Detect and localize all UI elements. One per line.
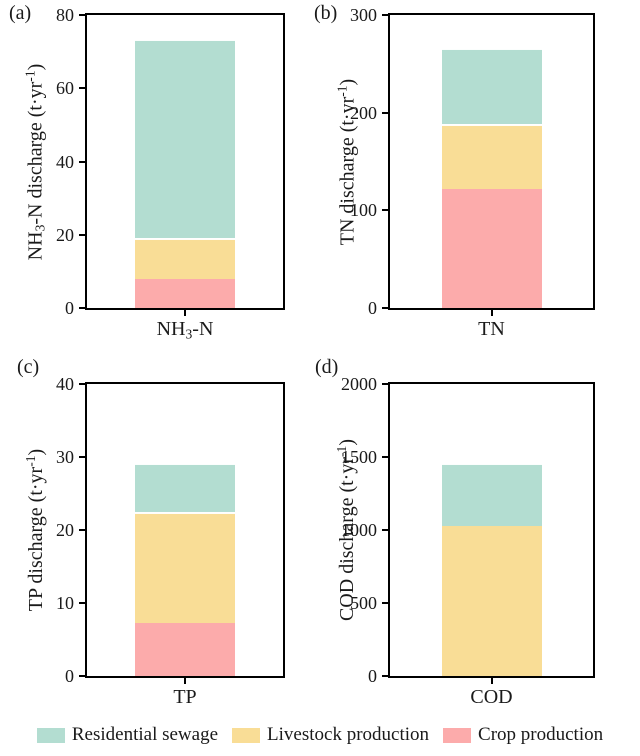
y-tick-label: 2000 — [341, 374, 377, 394]
y-axis-tick — [382, 529, 388, 531]
y-tick-label: 100 — [350, 200, 377, 221]
y-axis-tick — [79, 87, 85, 90]
y-axis-tick — [79, 456, 85, 458]
y-tick-label: 0 — [65, 666, 74, 686]
plot-area — [388, 13, 595, 310]
chart-panel-a: (a) NH3-N discharge (t·yr-1) NH3-N 0 20 40… — [0, 0, 320, 341]
y-axis-tick — [382, 602, 388, 604]
x-axis-tick — [184, 678, 186, 684]
y-tick-label: 0 — [368, 298, 377, 318]
y-axis-tick — [382, 456, 388, 458]
legend-swatch-icon — [232, 727, 261, 743]
chart-panel-b: (b) TN discharge (t·yr-1) TN 0 100 200 300 — [314, 0, 640, 340]
y-axis-tick — [79, 14, 85, 16]
bar-segment-residential-sewage — [135, 464, 235, 512]
legend-item-livestock-production: Livestock production — [232, 723, 429, 747]
y-axis-tick — [79, 529, 85, 531]
legend-label: Livestock production — [267, 724, 430, 745]
plot-area — [85, 13, 285, 310]
y-tick-label: 0 — [65, 298, 74, 318]
y-axis-tick — [79, 675, 85, 677]
y-axis-tick — [382, 14, 388, 16]
x-category-label: TP — [173, 686, 197, 708]
y-tick-label: 0 — [368, 666, 377, 686]
bar-segment-livestock-production — [135, 513, 235, 623]
panel-label-c: (c) — [17, 356, 40, 378]
bar-segment-livestock-production — [135, 239, 235, 279]
panel-label-a: (a) — [9, 2, 32, 24]
legend-swatch-icon — [443, 727, 472, 743]
plot-area — [85, 382, 285, 678]
y-tick-label: 1000 — [341, 520, 377, 540]
bar-segment-crop-production — [135, 623, 235, 676]
x-axis-tick — [184, 310, 186, 316]
x-axis-tick — [490, 310, 493, 316]
y-axis-tick — [382, 383, 388, 385]
y-tick-label: 30 — [56, 447, 74, 467]
legend: Residential sewage Livestock production … — [0, 718, 640, 752]
chart-panel-d: (d) COD discharge (t·yr-1) COD 0 500 1000 1… — [315, 340, 640, 708]
y-axis-tick — [79, 307, 85, 309]
legend-item-crop-production: Crop production — [443, 723, 603, 747]
y-axis-tick — [79, 602, 85, 604]
bar-segment-livestock-production — [441, 125, 542, 189]
panel-label-d: (d) — [315, 356, 339, 378]
y-tick-label: 200 — [350, 102, 377, 123]
bar-segment-livestock-production — [441, 526, 542, 676]
bar-segment-crop-production — [135, 279, 235, 308]
bar-segment-residential-sewage — [441, 49, 542, 124]
bar-segment-residential-sewage — [135, 40, 235, 238]
y-axis-tick — [79, 383, 85, 385]
legend-label: Crop production — [478, 724, 604, 745]
x-category-label: TN — [478, 318, 505, 340]
y-tick-label: 80 — [56, 5, 74, 25]
y-tick-label: 60 — [56, 78, 74, 99]
panel-label-b: (b) — [314, 2, 338, 24]
y-axis-tick — [79, 160, 85, 163]
legend-item-residential-sewage: Residential sewage — [36, 723, 219, 747]
bar-segment-crop-production — [441, 189, 542, 308]
y-axis-title: TN discharge (t·yr-1) — [334, 78, 358, 245]
y-tick-label: 40 — [56, 151, 74, 172]
x-category-label: COD — [470, 686, 513, 708]
y-tick-label: 500 — [350, 593, 377, 613]
chart-panel-c: (c) TP discharge (t·yr-1) TP 0 10 20 30 40 — [0, 340, 320, 708]
bar-segment-residential-sewage — [441, 464, 542, 526]
x-category-label: NH3-N — [156, 318, 214, 342]
y-tick-label: 10 — [56, 593, 74, 613]
legend-swatch-icon — [36, 727, 65, 743]
y-tick-label: 20 — [56, 224, 74, 245]
y-tick-label: 20 — [56, 520, 74, 540]
y-tick-label: 1500 — [341, 447, 377, 467]
x-axis-tick — [490, 678, 493, 684]
y-tick-label: 40 — [56, 374, 74, 394]
y-axis-tick — [382, 209, 388, 212]
y-tick-label: 300 — [350, 5, 377, 25]
plot-area — [388, 382, 595, 678]
y-axis-tick — [382, 111, 388, 114]
y-axis-tick — [79, 233, 85, 236]
y-axis-tick — [382, 675, 388, 677]
legend-label: Residential sewage — [71, 724, 219, 745]
y-axis-tick — [382, 307, 388, 309]
